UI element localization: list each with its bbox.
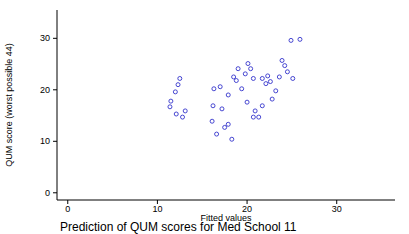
point [249,67,253,71]
y-tick [53,141,57,142]
point [181,115,185,119]
point [274,89,278,93]
y-tick [53,38,57,39]
point [253,109,257,113]
point [251,76,255,80]
point [260,104,264,108]
point [270,97,274,101]
point [226,93,230,97]
point [226,122,230,126]
x-tick-label: 30 [332,204,342,214]
x-tick-label: 10 [152,204,162,214]
point [268,80,272,84]
point [264,82,268,86]
point [183,109,187,113]
x-tick-label: 0 [65,204,70,214]
point [277,75,281,79]
y-axis-label: QUM score (worst possible 44) [4,43,14,167]
point [215,132,219,136]
point [283,64,287,68]
y-tick [53,192,57,193]
point [246,62,250,66]
points [168,37,302,141]
point [245,100,249,104]
point [174,112,178,116]
point [232,75,236,79]
point [223,125,227,129]
point [212,87,216,91]
point [291,76,295,80]
point [230,137,234,141]
point [289,38,293,42]
point [211,104,215,108]
y-tick-label: 20 [40,85,50,95]
point [220,107,224,111]
point [178,76,182,80]
point [280,58,284,62]
point [234,79,238,83]
title: Prediction of QUM scores for Med School … [60,220,297,234]
point [285,70,289,74]
y-tick-label: 10 [40,136,50,146]
x-axis [57,200,395,201]
point [260,76,264,80]
y-tick [53,89,57,90]
point [236,67,240,71]
point [176,83,180,87]
point [240,87,244,91]
point [173,90,177,94]
point [266,74,270,78]
point [243,72,247,76]
point [298,37,302,41]
chart: 01020300102030QUM score (worst possible … [0,0,409,234]
y-tick-label: 0 [45,188,50,198]
point [218,85,222,89]
point [257,115,261,119]
point [169,99,173,103]
point [168,105,172,109]
y-tick-label: 30 [40,33,50,43]
point [251,115,255,119]
point [210,119,214,123]
